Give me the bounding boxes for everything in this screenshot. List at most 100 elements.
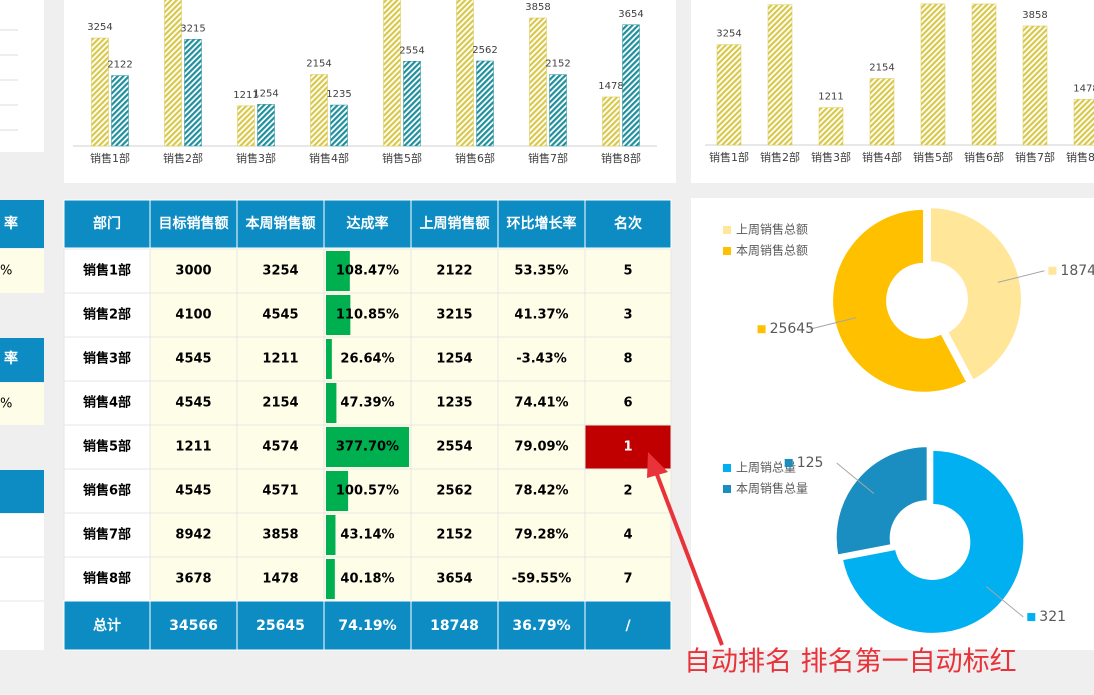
rate-bar (326, 295, 351, 335)
bar (716, 44, 742, 146)
header-text: 名次 (614, 215, 642, 232)
table-cell (584, 380, 672, 426)
cell-text: 4 (623, 528, 632, 543)
value-label: 2154 (306, 59, 331, 70)
table-cell (497, 336, 586, 382)
value-label: 3858 (525, 2, 550, 13)
table-cell (323, 556, 412, 602)
label-key (1048, 266, 1057, 275)
table-cell (410, 248, 499, 294)
bar (403, 61, 421, 147)
table-cell (497, 512, 586, 558)
table-cell (63, 424, 151, 470)
left-panel (0, 0, 44, 152)
total-text: 25645 (256, 618, 305, 634)
x-tick-label: 销售6部 (964, 150, 1004, 164)
rate-bar (326, 251, 350, 291)
donut-chart: 321 上周销总量 125 本周销售总量 (723, 445, 1066, 635)
top-right-chart: 销售1部3254销售2部4545销售3部1211销售4部2154销售5部4574… (705, 3, 1094, 164)
total-cell (584, 600, 672, 651)
bar (310, 74, 328, 147)
total-text: 18748 (430, 618, 479, 634)
table-cell (149, 512, 238, 558)
table-cell (323, 380, 412, 426)
bar (1022, 25, 1048, 146)
value-label: 3858 (1022, 10, 1047, 21)
table-cell (323, 512, 412, 558)
cell-text: 8 (623, 352, 632, 367)
table-cell (149, 248, 238, 294)
value-label: 1211 (818, 92, 843, 103)
bar (1073, 99, 1094, 146)
value-label: 2122 (107, 60, 132, 71)
header-text: 环比增长率 (507, 215, 577, 232)
leader-line (809, 317, 857, 330)
x-tick-label: 销售5部 (913, 150, 953, 164)
fragment-cell (0, 249, 44, 293)
table-cell (149, 468, 238, 514)
total-cell (149, 600, 238, 651)
fragment-header (0, 200, 44, 248)
rate-bar (326, 427, 409, 467)
bar (622, 24, 640, 147)
bar (184, 39, 202, 147)
bar (920, 3, 946, 146)
x-tick-label: 销售5部 (382, 151, 422, 165)
cell-text: 74.41% (514, 396, 568, 411)
cell-text: 3678 (175, 572, 211, 587)
table-cell (410, 380, 499, 426)
cell-text: 43.14% (340, 528, 394, 543)
rate-bar (326, 559, 335, 599)
table-cell (497, 380, 586, 426)
value-label: 3215 (180, 23, 205, 34)
cell-text: 26.64% (340, 352, 394, 367)
fragment-header (0, 338, 44, 382)
cell-text: 销售4部 (83, 395, 131, 411)
legend-key (723, 226, 731, 234)
bar (549, 74, 567, 147)
fragment-cell (0, 514, 44, 650)
table-cell (236, 292, 325, 338)
value-label: 1254 (253, 88, 278, 99)
cell-text: 3000 (175, 264, 211, 279)
cell-text: 销售8部 (83, 571, 131, 587)
header-text: 上周销售额 (420, 215, 490, 232)
value-label: 3254 (716, 29, 741, 40)
leader-line (997, 270, 1045, 283)
cell-text: 4545 (175, 396, 211, 411)
cell-text: 110.85% (336, 308, 399, 323)
bar (529, 17, 547, 147)
cell-text: 79.09% (514, 440, 568, 455)
cell-text: 销售1部 (83, 263, 131, 279)
cell-text: 2 (623, 484, 632, 499)
cell-text: -59.55% (512, 572, 572, 587)
cell-text: 40.18% (340, 572, 394, 587)
fragment-text: % (0, 397, 12, 412)
bar (383, 0, 401, 147)
cell-text: 1211 (175, 440, 211, 455)
data-label: 125 (797, 455, 824, 471)
total-text: 34566 (169, 618, 218, 634)
label-key (784, 458, 793, 467)
fragment-text: 率 (4, 215, 18, 232)
data-label: 25645 (770, 321, 815, 337)
donut-segment (831, 207, 969, 394)
cell-text: 1254 (436, 352, 472, 367)
value-label: 2562 (472, 45, 497, 56)
table-cell (149, 380, 238, 426)
table-cell (497, 292, 586, 338)
data-label: 18748 (1060, 263, 1094, 279)
bar (818, 107, 844, 146)
value-label: 2152 (545, 59, 570, 70)
x-tick-label: 销售7部 (1015, 150, 1055, 164)
cell-text: 2562 (436, 484, 472, 499)
cell-text: 1211 (262, 352, 298, 367)
leader-line (836, 462, 875, 494)
header-cell (497, 199, 586, 249)
legend-label: 上周销售总额 (736, 222, 808, 237)
cell-text: 销售2部 (83, 307, 131, 323)
cell-text: 2152 (436, 528, 472, 543)
label-key (757, 325, 766, 334)
top-left-chart: 销售1部32542122销售2部45453215销售3部12111254销售4部… (73, 0, 657, 165)
top-left-panel (64, 0, 676, 183)
